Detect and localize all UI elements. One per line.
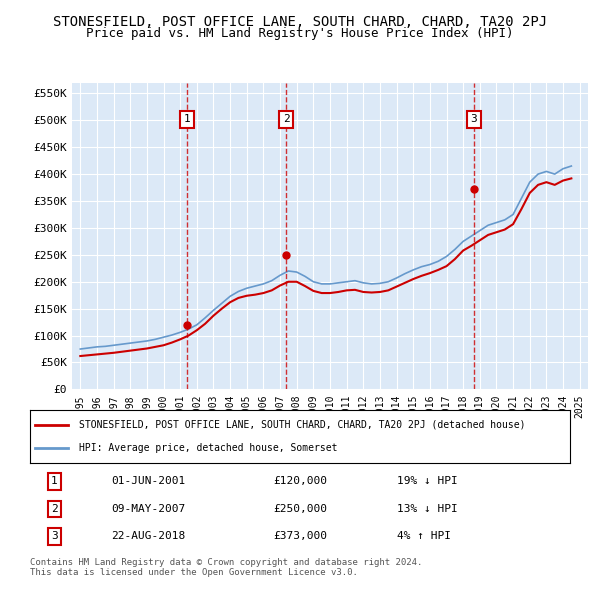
Text: £373,000: £373,000 <box>273 531 327 541</box>
Text: 1: 1 <box>51 477 58 487</box>
Text: 09-MAY-2007: 09-MAY-2007 <box>111 504 185 514</box>
Text: 2: 2 <box>51 504 58 514</box>
Text: 2: 2 <box>283 114 289 124</box>
Text: 4% ↑ HPI: 4% ↑ HPI <box>397 531 451 541</box>
Text: 19% ↓ HPI: 19% ↓ HPI <box>397 477 458 487</box>
Text: 13% ↓ HPI: 13% ↓ HPI <box>397 504 458 514</box>
Text: £120,000: £120,000 <box>273 477 327 487</box>
Text: Price paid vs. HM Land Registry's House Price Index (HPI): Price paid vs. HM Land Registry's House … <box>86 27 514 40</box>
Text: STONESFIELD, POST OFFICE LANE, SOUTH CHARD, CHARD, TA20 2PJ (detached house): STONESFIELD, POST OFFICE LANE, SOUTH CHA… <box>79 420 525 430</box>
Text: STONESFIELD, POST OFFICE LANE, SOUTH CHARD, CHARD, TA20 2PJ: STONESFIELD, POST OFFICE LANE, SOUTH CHA… <box>53 15 547 29</box>
Text: 3: 3 <box>51 531 58 541</box>
Text: £250,000: £250,000 <box>273 504 327 514</box>
Text: 3: 3 <box>470 114 477 124</box>
Text: 22-AUG-2018: 22-AUG-2018 <box>111 531 185 541</box>
Text: 1: 1 <box>184 114 191 124</box>
Text: 01-JUN-2001: 01-JUN-2001 <box>111 477 185 487</box>
Text: HPI: Average price, detached house, Somerset: HPI: Average price, detached house, Some… <box>79 443 337 453</box>
Text: Contains HM Land Registry data © Crown copyright and database right 2024.
This d: Contains HM Land Registry data © Crown c… <box>30 558 422 577</box>
